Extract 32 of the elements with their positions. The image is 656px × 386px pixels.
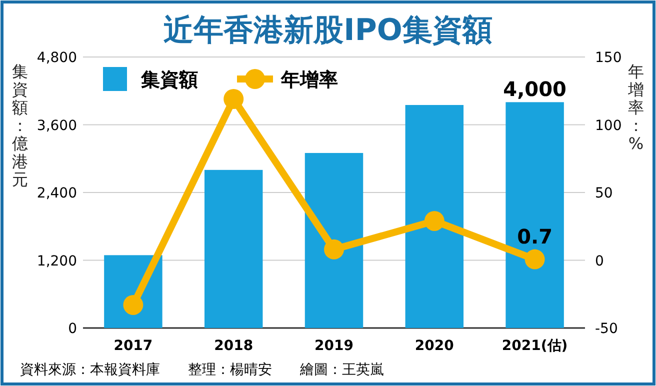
y2-tick-label: 150 bbox=[595, 50, 622, 66]
y2-axis-title: 年增率：% bbox=[627, 62, 644, 153]
legend-label: 年增率 bbox=[280, 69, 338, 91]
x-tick-label: 2017 bbox=[114, 338, 153, 354]
y2-tick-label: 100 bbox=[595, 118, 622, 134]
y2-tick-label: -50 bbox=[595, 321, 618, 337]
bar bbox=[204, 170, 263, 328]
point bbox=[224, 89, 244, 110]
point bbox=[324, 239, 344, 260]
y-tick-label: 4,800 bbox=[36, 50, 77, 66]
x-tick-label: 2021(估) bbox=[502, 338, 568, 354]
y-tick-label: 1,200 bbox=[36, 253, 77, 270]
bar bbox=[405, 104, 464, 328]
y-tick-label: 0 bbox=[68, 321, 77, 337]
y2-tick-label: 0 bbox=[595, 253, 604, 270]
y-tick-label: 3,600 bbox=[36, 118, 77, 134]
legend-label: 集資額 bbox=[140, 69, 198, 91]
chart-title: 近年香港新股IPO集資額 bbox=[164, 13, 492, 48]
bar bbox=[304, 152, 364, 328]
point bbox=[424, 210, 444, 231]
bar bbox=[506, 102, 564, 328]
point bbox=[123, 294, 144, 315]
y2-tick-label: 50 bbox=[595, 186, 613, 202]
x-tick-label: 2020 bbox=[414, 338, 454, 354]
point bbox=[524, 249, 545, 270]
x-tick-label: 2018 bbox=[214, 338, 254, 354]
x-tick-label: 2019 bbox=[314, 338, 354, 354]
y-axis-title: 集資額：億港元 bbox=[12, 62, 28, 189]
source-note: 資料來源：本報資料庫 整理：楊晴安 繪圖：王英嵐 bbox=[20, 362, 384, 378]
y-tick-label: 2,400 bbox=[36, 186, 77, 202]
data-label: 0.7 bbox=[517, 224, 553, 248]
data-label: 4,000 bbox=[503, 77, 566, 102]
